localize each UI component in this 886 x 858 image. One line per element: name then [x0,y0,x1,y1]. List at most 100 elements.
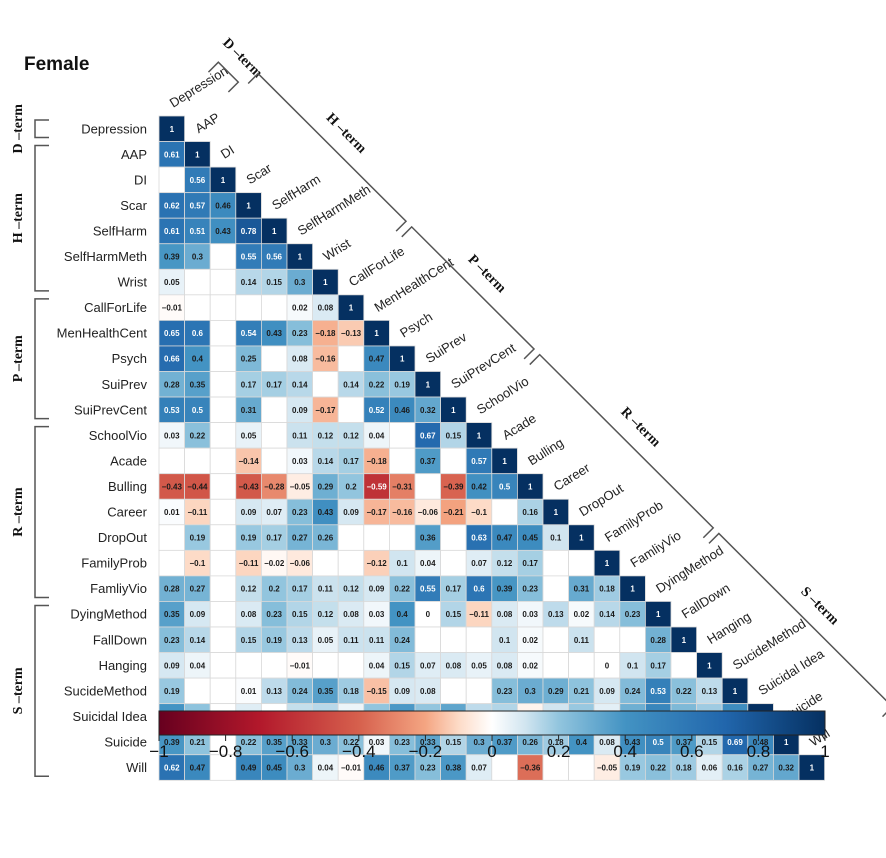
cell-value-label: −0.1 [471,508,487,517]
heatmap-cell [465,754,493,781]
heatmap-cell [542,626,570,653]
heatmap-cell [260,294,288,321]
heatmap-cell [235,601,262,628]
cell-value-label: 0.39 [164,738,180,747]
cell-value-label: 0.17 [446,585,462,594]
cell-value-label: −0.16 [392,508,413,517]
left-group-label: S –term [11,667,26,714]
cell-value-label: −0.12 [366,559,387,568]
cell-value-label: 0.22 [343,738,359,747]
heatmap-cell [491,473,518,500]
cell-value-label: 0.11 [574,636,590,645]
cell-value-label: −0.21 [443,508,464,517]
column-label: Career [551,460,593,494]
cell-value-label: 0.5 [653,738,665,747]
heatmap-cell [542,575,570,602]
cell-value-label: 0.78 [241,227,257,236]
cell-value-label: 0.12 [497,559,513,568]
cell-value-label: −0.59 [366,482,387,491]
column-label: Hanging [704,609,753,647]
cell-value-label: 0.31 [241,406,257,415]
cell-value-label: 0.22 [650,764,666,773]
cell-value-label: 0.33 [420,738,436,747]
heatmap-cell [363,677,390,705]
heatmap-cell [209,294,237,321]
heatmap-cell [337,524,365,551]
column-label: DropOut [576,480,626,519]
heatmap-cell [440,626,467,653]
cell-value-label: 0.18 [548,738,564,747]
cell-value-label: 0.04 [318,764,334,773]
row-label: Psych [112,351,147,366]
heatmap-cell [568,652,595,679]
heatmap-cell [491,498,518,526]
cell-value-label: 0.09 [164,661,180,670]
cell-value-label: 0.53 [650,687,666,696]
heatmap-cell [184,243,211,270]
cell-value-label: 0.19 [266,636,282,645]
heatmap-cell [209,345,237,372]
cell-value-label: −0.05 [290,482,311,491]
cell-value-label: −0.18 [366,457,387,466]
heatmap-cell [286,549,314,577]
cell-value-label: 0.36 [420,534,436,543]
cell-value-label: 0.31 [574,585,590,594]
cell-value-label: 0.54 [241,329,257,338]
heatmap-cell [440,677,467,705]
heatmap-cell [286,396,314,423]
cell-value-label: 0.39 [164,253,180,262]
cell-value-label: 0.09 [394,687,410,696]
cell-value-label: 0.13 [292,636,308,645]
row-label: Suicide [104,734,147,749]
heatmap-cell [670,652,698,679]
heatmap-cell [209,498,237,526]
cell-value-label: −0.11 [239,559,259,568]
cell-value-label: 0.14 [292,380,308,389]
cell-value-label: 0.63 [471,534,487,543]
cell-value-label: 0.08 [497,661,513,670]
heatmap-cell [312,575,339,602]
heatmap-cell [286,447,314,475]
left-group-label: P –term [11,335,26,382]
row-label: AAP [121,147,147,162]
column-label: Scar [244,160,275,187]
heatmap-cell [440,473,467,500]
heatmap-cell [286,652,314,679]
cell-value-label: −0.06 [418,508,439,517]
heatmap-cell [184,447,211,475]
heatmap-cell [696,652,723,679]
heatmap-cell [312,677,339,705]
cell-value-label: 0.46 [394,406,410,415]
cell-value-label: 0.27 [292,534,308,543]
cell-value-label: 0.03 [292,457,308,466]
heatmap-cell [260,498,288,526]
cell-value-label: 0.08 [599,738,615,747]
cell-value-label: 0.02 [522,636,538,645]
row-label: FamilyProb [81,556,147,571]
cell-value-label: 0.1 [550,534,562,543]
heatmap-cell [158,524,186,551]
cell-value-label: −0.43 [238,482,259,491]
heatmap-cell [235,524,262,551]
heatmap-cell [440,601,467,628]
cell-value-label: 0.17 [343,457,359,466]
chart-title: Female [24,54,89,75]
heatmap-cell [465,601,493,628]
cell-value-label: 0.01 [164,508,180,517]
heatmap-cell [440,447,467,475]
cell-value-label: 0.23 [292,508,308,517]
heatmap-cell [593,601,621,628]
diagonal-group-bracket [401,225,536,360]
heatmap-cell [209,575,237,602]
cell-value-label: 0.15 [446,431,462,440]
colorbar-ticks: −1 −0.8 −0.6 −0.4 −0.2 0 0.2 0.4 0.6 0.8 1 [149,735,830,761]
cell-value-label: 0.06 [702,764,718,773]
cell-value-label: 1 [426,380,431,389]
cell-value-label: 0.26 [522,738,538,747]
cell-value-label: 0.6 [192,329,204,338]
heatmap-cell [209,652,237,679]
cell-value-label: 0.11 [369,636,385,645]
heatmap-cell [363,524,390,551]
cell-value-label: 1 [298,253,303,262]
